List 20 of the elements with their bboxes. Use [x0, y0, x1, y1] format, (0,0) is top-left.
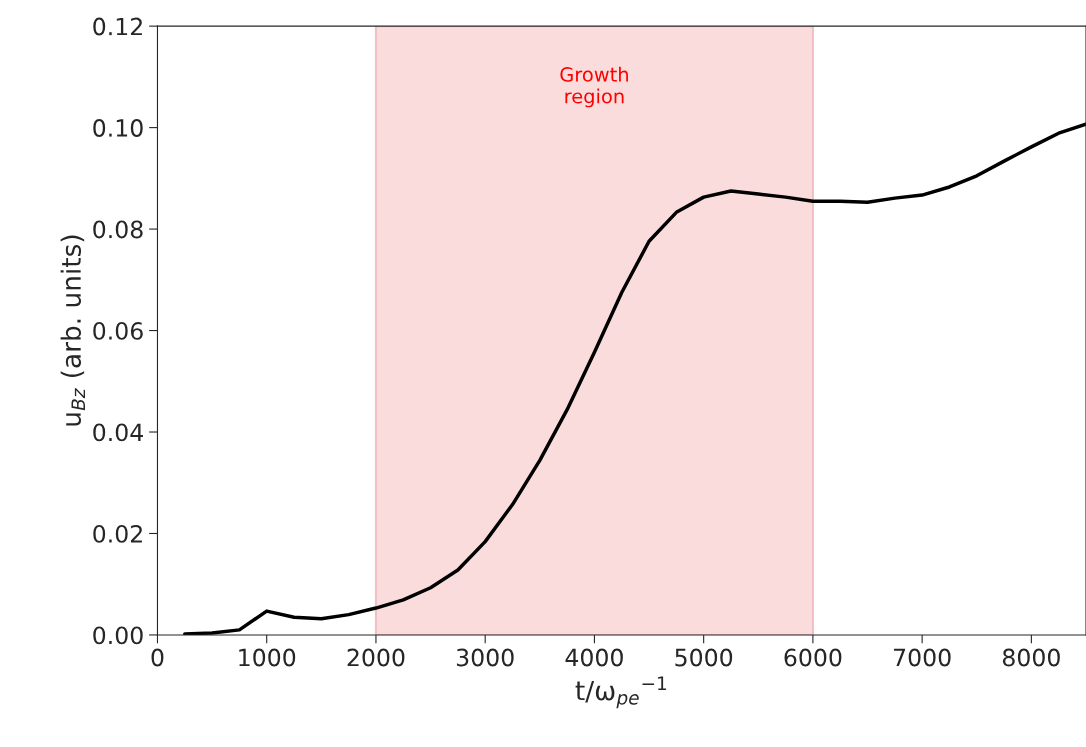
- y-tick-label: 0.02: [93, 524, 142, 543]
- x-tick-label: 6000: [784, 648, 842, 667]
- x-axis-title: t/ω$_{pe}$$^{−1}$: [575, 676, 667, 709]
- y-tick-label: 0.06: [93, 321, 143, 340]
- x-tick-label: 5000: [675, 648, 733, 667]
- x-tick-label: 3000: [456, 648, 514, 667]
- x-tick-label: 7000: [894, 648, 951, 667]
- band-label: Growth region: [560, 66, 628, 108]
- y-tick-label: 0.08: [93, 220, 143, 239]
- y-tick-label: 0.12: [93, 17, 142, 36]
- y-tick-label: 0.04: [93, 423, 143, 442]
- x-tick-label: 8000: [1002, 648, 1060, 667]
- x-tick-label: 0: [151, 648, 164, 667]
- x-tick-label: 2000: [347, 648, 405, 667]
- y-tick-label: 0.00: [93, 626, 143, 645]
- y-axis-title: u$_{Bz}$ (arb. units): [60, 235, 85, 426]
- x-tick-label: 1000: [239, 648, 296, 667]
- y-tick-label: 0.10: [93, 119, 143, 137]
- line-series: [183, 122, 1086, 635]
- x-tick-label: 4000: [565, 648, 623, 667]
